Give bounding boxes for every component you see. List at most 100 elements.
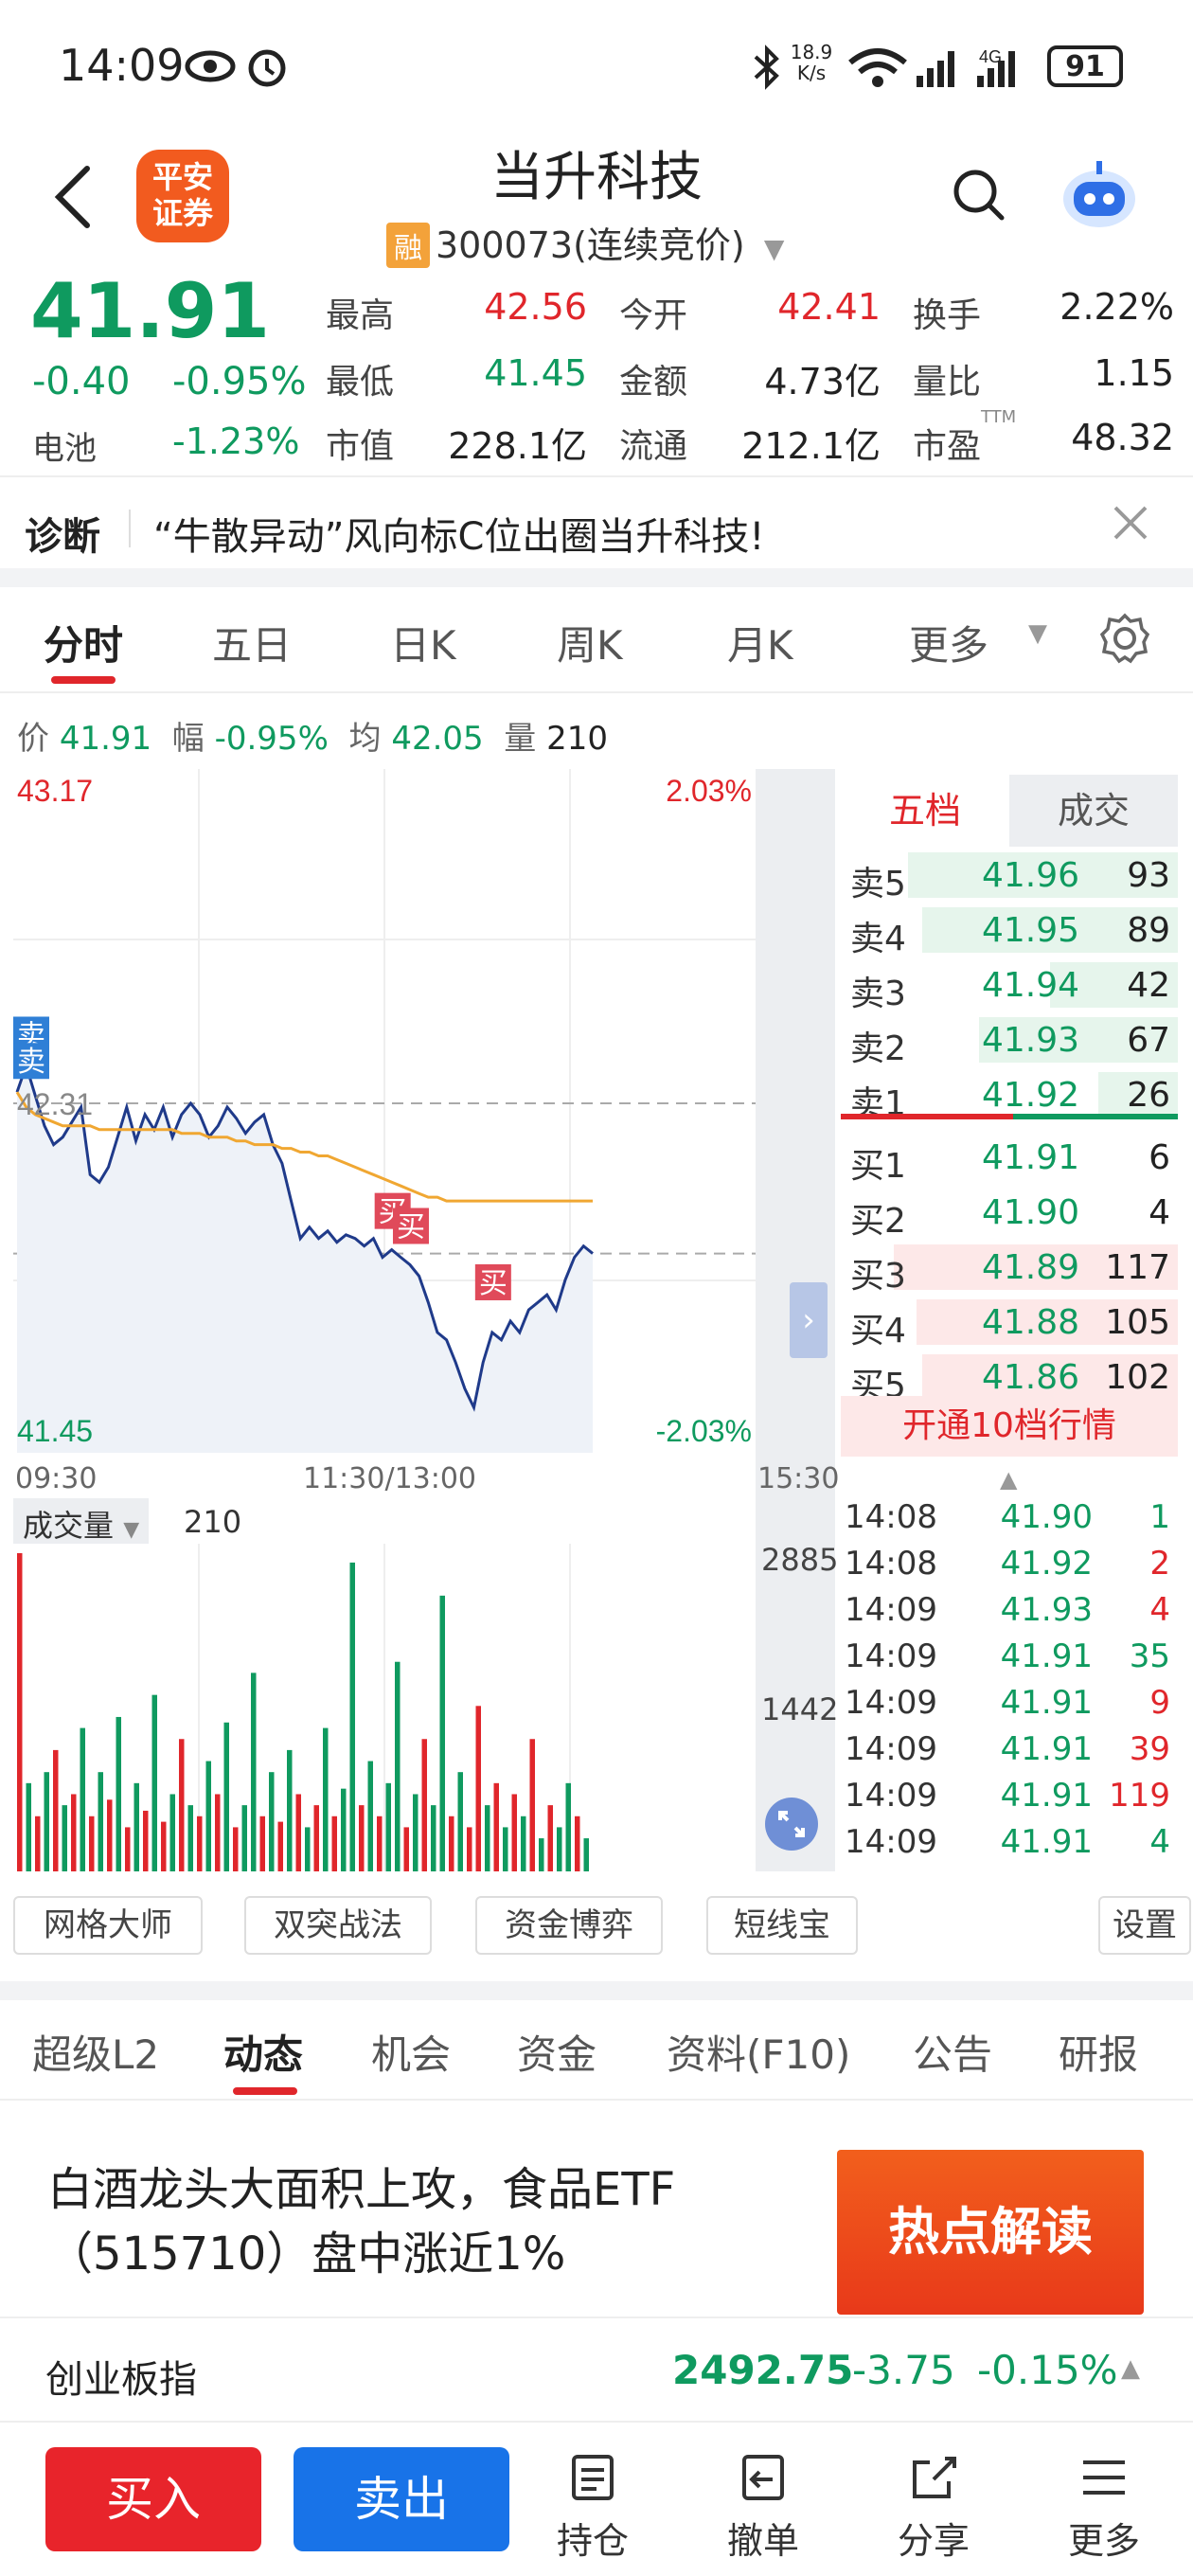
stock-code: 300073 — [436, 224, 574, 266]
bid-row[interactable]: 买3 41.89 117 — [841, 1241, 1178, 1296]
index-ticker-bar[interactable] — [0, 2317, 1193, 2423]
depth-bar — [922, 1354, 1178, 1400]
bid-row[interactable]: 买5 41.86 102 — [841, 1351, 1178, 1405]
tick-volume: 4 — [1149, 1591, 1170, 1629]
chevron-up-icon[interactable]: ▲ — [1000, 1466, 1018, 1493]
tab-weekly-k[interactable]: 周K — [557, 622, 623, 669]
tool-double-breakout[interactable]: 双突战法 — [244, 1896, 432, 1955]
bid-row[interactable]: 买4 41.88 105 — [841, 1296, 1178, 1351]
tick-volume: 39 — [1129, 1730, 1170, 1768]
volume-bar — [161, 1821, 167, 1871]
volume-bar — [467, 1827, 472, 1871]
volume-bar — [439, 1595, 445, 1871]
quote-label: 流通 — [619, 427, 688, 466]
volume-bar — [241, 1805, 247, 1871]
tab-more[interactable]: 更多 — [909, 622, 989, 669]
chevron-up-icon[interactable]: ▲ — [1121, 2354, 1140, 2383]
tab-five-level[interactable]: 五档 — [841, 775, 1009, 847]
tab-funds[interactable]: 资金 — [517, 2031, 597, 2078]
volume-bar — [313, 1805, 319, 1871]
tab-f10[interactable]: 资料(F10) — [667, 2031, 851, 2078]
tool-grid-master[interactable]: 网格大师 — [13, 1896, 203, 1955]
more-button[interactable]: 更多 — [1047, 2451, 1161, 2564]
volume-bar — [143, 1810, 149, 1871]
tool-settings[interactable]: 设置 — [1098, 1896, 1191, 1955]
volume-indicator-selector[interactable]: 成交量 ▼ — [13, 1498, 150, 1544]
tick-price: 41.91 — [1000, 1730, 1093, 1768]
price-change-pct: -0.95% — [172, 360, 307, 403]
level-volume: 42 — [1127, 966, 1170, 1005]
cancel-order-button[interactable]: 撤单 — [706, 2451, 820, 2564]
close-icon[interactable] — [1110, 502, 1151, 544]
tab-research[interactable]: 研报 — [1059, 2031, 1139, 2078]
sector-name[interactable]: 电池 — [32, 430, 97, 468]
volume-bar — [449, 1816, 454, 1871]
bid-row[interactable]: 买1 41.91 6 — [841, 1131, 1178, 1186]
tab-intraday[interactable]: 分时 — [44, 622, 124, 669]
volume-bar — [547, 1805, 553, 1871]
share-button[interactable]: 分享 — [877, 2451, 990, 2564]
buy-marker[interactable]: 买 — [392, 1208, 429, 1244]
tab-opportunity[interactable]: 机会 — [371, 2031, 452, 2078]
range-value: -0.95% — [214, 720, 329, 758]
price-series-line — [15, 1061, 594, 1412]
vol-axis-mid: 1442 — [761, 1691, 839, 1727]
ask-row[interactable]: 卖3 41.94 42 — [841, 958, 1178, 1013]
expand-panel-toggle[interactable]: › — [790, 1282, 828, 1358]
tab-super-l2[interactable]: 超级L2 — [32, 2031, 160, 2078]
open-level10-button[interactable]: 开通10档行情 — [841, 1396, 1178, 1457]
quote-label: 最低 — [326, 363, 395, 402]
volume-bar — [377, 1816, 383, 1871]
volume-bar — [89, 1816, 95, 1871]
tab-monthly-k[interactable]: 月K — [727, 622, 793, 669]
tab-daily-k[interactable]: 日K — [390, 622, 456, 669]
y-mid-label: 42.31 — [17, 1087, 93, 1121]
trade-tick-row: 14:09 41.91 39 — [841, 1730, 1178, 1776]
volume-bar — [349, 1562, 355, 1871]
ai-assistant-icon[interactable] — [1057, 157, 1142, 233]
gear-icon[interactable] — [1098, 612, 1151, 665]
svg-text:卖: 卖 — [17, 1046, 45, 1079]
level-price: 41.93 — [981, 1021, 1079, 1060]
tool-fund-game[interactable]: 资金博弈 — [475, 1896, 663, 1955]
positions-button[interactable]: 持仓 — [536, 2451, 650, 2564]
stock-code-selector[interactable]: 融 300073(连续竞价) ▼ — [386, 216, 784, 268]
level-label: 卖4 — [850, 920, 906, 958]
back-icon[interactable] — [45, 159, 102, 235]
chevron-down-icon[interactable]: ▼ — [1028, 619, 1047, 648]
tick-volume: 1 — [1149, 1498, 1170, 1536]
volume-bar — [251, 1673, 257, 1871]
tab-five-day[interactable]: 五日 — [212, 622, 293, 669]
bid-row[interactable]: 买2 41.90 4 — [841, 1186, 1178, 1241]
volume-bar — [529, 1739, 535, 1871]
tab-dynamics[interactable]: 动态 — [223, 2031, 304, 2078]
volume-bar — [169, 1794, 175, 1871]
sell-button[interactable]: 卖出 — [294, 2447, 509, 2551]
volume-bar — [179, 1739, 185, 1871]
level-volume: 4 — [1148, 1193, 1170, 1232]
bluetooth-icon — [754, 45, 779, 90]
news-headline[interactable]: 白酒龙头大面积上攻，食品ETF（515710）盘中涨近1% — [47, 2163, 676, 2281]
level-label: 卖3 — [850, 975, 906, 1013]
fullscreen-icon[interactable] — [763, 1796, 820, 1852]
hot-topic-banner[interactable]: 热点解读 — [837, 2150, 1144, 2315]
ask-row[interactable]: 卖2 41.93 67 — [841, 1013, 1178, 1068]
tab-announcements[interactable]: 公告 — [913, 2031, 993, 2078]
trade-tick-row: 14:09 41.91 119 — [841, 1777, 1178, 1822]
search-icon[interactable] — [951, 167, 1007, 224]
buy-button[interactable]: 买入 — [45, 2447, 261, 2551]
volume-bar — [395, 1661, 401, 1871]
sell-marker[interactable]: 卖 — [13, 1043, 49, 1080]
ask-row[interactable]: 卖5 41.96 93 — [841, 849, 1178, 903]
volume-chart — [17, 1544, 589, 1871]
quote-label: 最高 — [326, 296, 395, 335]
tool-short-term[interactable]: 短线宝 — [706, 1896, 858, 1955]
tab-trades[interactable]: 成交 — [1009, 775, 1178, 847]
tick-price: 41.90 — [1000, 1498, 1093, 1536]
buy-marker[interactable]: 买 — [474, 1263, 511, 1300]
svg-text:买: 买 — [397, 1211, 425, 1244]
tick-time: 14:09 — [845, 1823, 937, 1861]
ask-row[interactable]: 卖4 41.95 89 — [841, 903, 1178, 958]
diagnosis-headline[interactable]: “牛散异动”风向标C位出圈当升科技! — [153, 515, 765, 559]
